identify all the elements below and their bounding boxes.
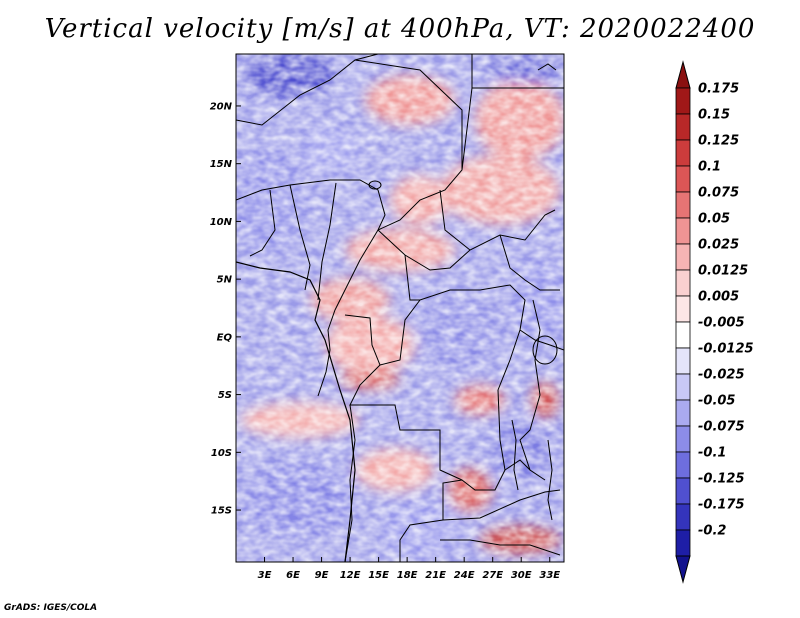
colorbar-segment — [675, 87, 691, 115]
country-borders — [236, 54, 564, 562]
colorbar-segment — [675, 425, 691, 453]
colorbar: 0.175 0.15 0.125 0.1 0.075 0.05 0.025 0.0125 0.0… — [675, 60, 754, 584]
lat-tick-label: 5S — [218, 390, 232, 401]
colorbar-label: -0.2 — [698, 524, 726, 539]
lon-tick-label: 6E — [286, 570, 300, 581]
lon-tick-label: 3E — [258, 570, 272, 581]
plot-title: Vertical velocity [m/s] at 400hPa, VT: 2… — [44, 14, 756, 44]
colorbar-segment — [675, 529, 691, 557]
colorbar-label: 0.0125 — [698, 264, 748, 279]
lon-tick-label: 18E — [397, 570, 418, 581]
lon-tick-label: 12E — [340, 570, 361, 581]
lat-tick-label: 15N — [210, 159, 233, 170]
colorbar-segment — [675, 399, 691, 427]
lat-tick-label: 15S — [211, 506, 232, 517]
colorbar-label: 0.025 — [698, 238, 739, 253]
grads-credit: GrADS: IGES/COLA — [4, 603, 98, 613]
colorbar-label: -0.125 — [698, 472, 745, 487]
lat-tick-label: EQ — [217, 332, 233, 343]
colorbar-segment — [675, 113, 691, 141]
colorbar-label: 0.075 — [698, 186, 739, 201]
lat-tick-label: 10S — [211, 448, 232, 459]
colorbar-segment — [675, 503, 691, 531]
colorbar-label: 0.125 — [698, 134, 739, 149]
colorbar-label: -0.075 — [698, 420, 745, 435]
colorbar-segment — [675, 295, 691, 323]
lon-tick-label: 9E — [315, 570, 329, 581]
lon-tick-label: 27E — [482, 570, 503, 581]
colorbar-label: -0.05 — [698, 394, 735, 409]
colorbar-label: -0.0125 — [698, 342, 754, 357]
lon-tick-label: 15E — [368, 570, 389, 581]
colorbar-label: 0.005 — [698, 290, 739, 305]
colorbar-segment — [675, 347, 691, 375]
colorbar-segment — [675, 139, 691, 167]
colorbar-segment — [675, 477, 691, 505]
lat-tick-label: 10N — [210, 217, 233, 228]
colorbar-label: -0.175 — [698, 498, 745, 513]
colorbar-label: 0.15 — [698, 108, 730, 123]
lat-tick-label: 20N — [210, 101, 233, 112]
vertical-velocity-field — [236, 54, 564, 562]
colorbar-segment — [675, 451, 691, 479]
colorbar-label: 0.05 — [698, 212, 730, 227]
lon-tick-label: 21E — [425, 570, 446, 581]
colorbar-segment — [675, 165, 691, 193]
longitude-axis: 3E 6E 9E 12E 15E 18E 21E 24E 27E 30E 33E — [258, 557, 560, 581]
colorbar-segment — [675, 217, 691, 245]
lon-tick-label: 30E — [511, 570, 532, 581]
colorbar-top-arrow — [675, 60, 691, 89]
colorbar-segment — [675, 373, 691, 401]
colorbar-label: -0.005 — [698, 316, 745, 331]
latitude-axis: 20N 15N 10N 5N EQ 5S 10S 15S — [210, 101, 241, 517]
colorbar-label: -0.025 — [698, 368, 745, 383]
lon-tick-label: 24E — [454, 570, 475, 581]
colorbar-label: -0.1 — [698, 446, 726, 461]
colorbar-bottom-arrow — [675, 555, 691, 584]
colorbar-segment — [675, 191, 691, 219]
lon-tick-label: 33E — [539, 570, 560, 581]
colorbar-segment — [675, 243, 691, 271]
colorbar-label: 0.175 — [698, 82, 739, 97]
map-frame — [235, 53, 565, 563]
colorbar-label: 0.1 — [698, 160, 721, 175]
colorbar-segment — [675, 321, 691, 349]
colorbar-segment — [675, 269, 691, 297]
lat-tick-label: 5N — [217, 275, 233, 286]
